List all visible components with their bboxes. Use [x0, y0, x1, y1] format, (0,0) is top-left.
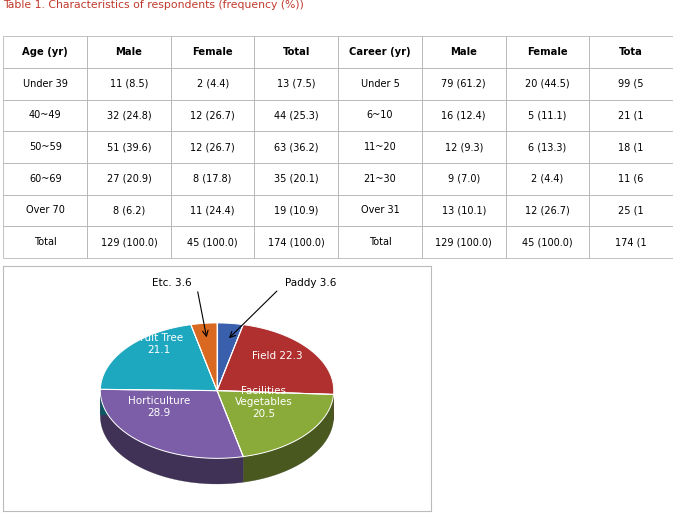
Text: Table 1. Characteristics of respondents (frequency (%)): Table 1. Characteristics of respondents … [3, 0, 304, 10]
